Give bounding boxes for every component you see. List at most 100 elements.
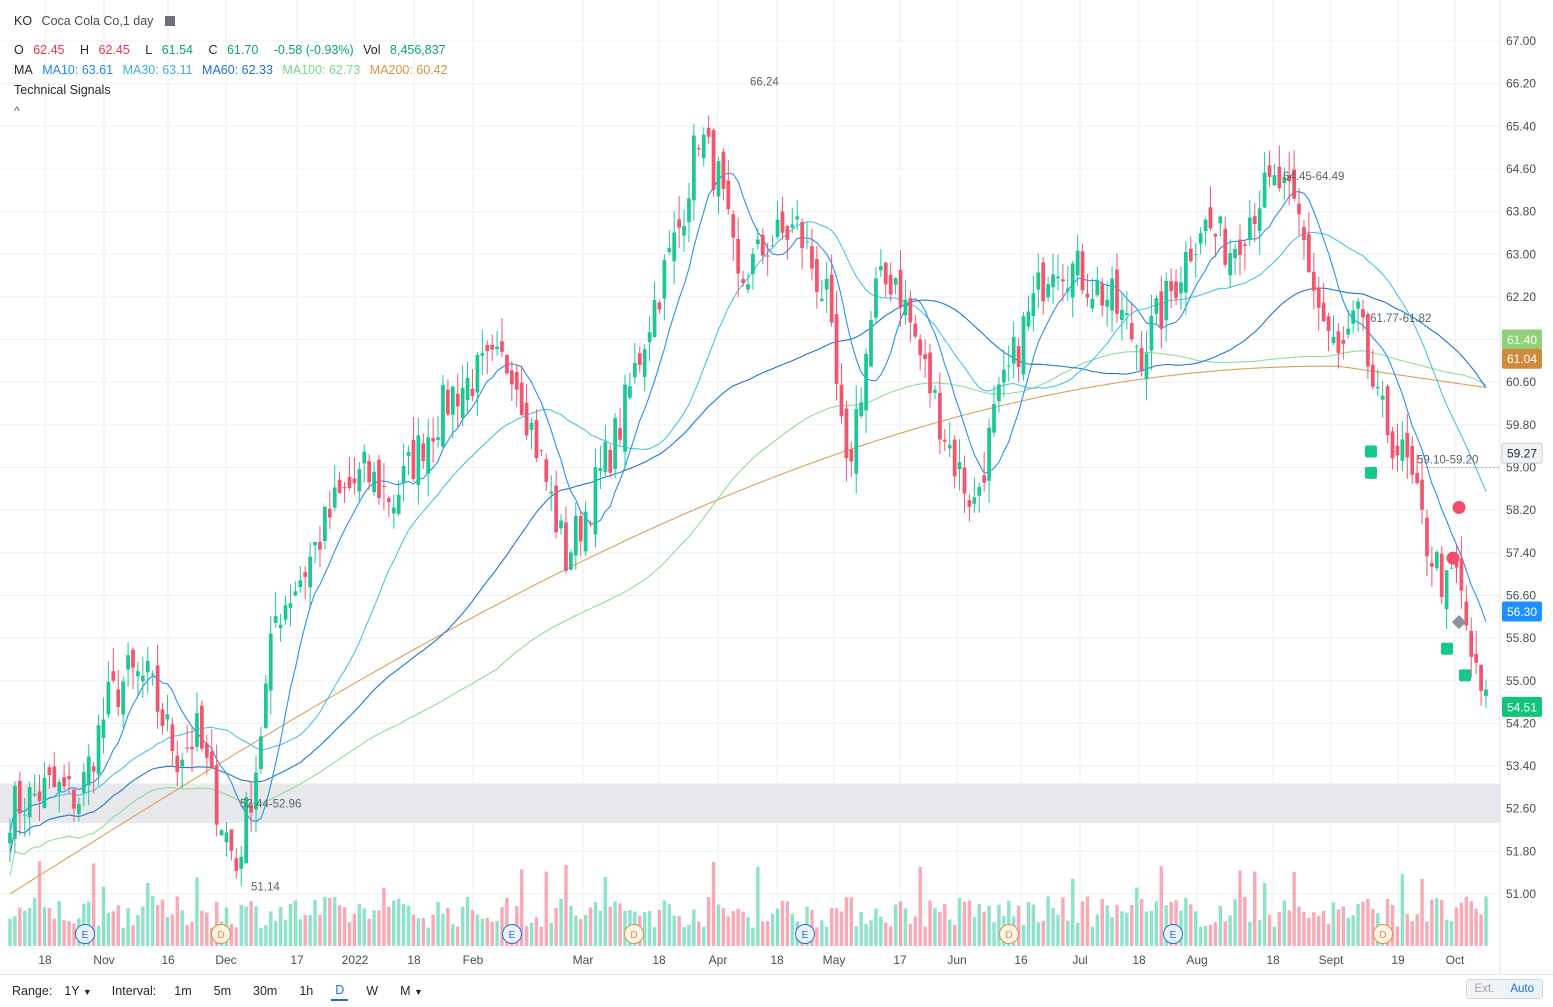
candle-body (790, 224, 795, 228)
candle-body (1420, 479, 1424, 510)
range-value[interactable]: 1Y (64, 984, 80, 998)
candle-body (893, 278, 898, 285)
candle-body (1262, 172, 1267, 208)
y-tick-label: 56.60 (1506, 588, 1536, 602)
volume-bar (1193, 911, 1198, 946)
technical-signals-label[interactable]: Technical Signals (14, 83, 111, 97)
interval-d[interactable]: D (331, 981, 349, 1001)
candle-body (780, 211, 785, 233)
x-tick-label: Apr (709, 953, 728, 967)
volume-bar (947, 919, 952, 946)
candle-body (391, 507, 396, 514)
volume-bar (1243, 896, 1247, 946)
candle-body (1238, 239, 1242, 255)
volume-bar (1233, 899, 1237, 946)
candle-body (918, 339, 923, 356)
volume-bar (1479, 914, 1483, 946)
earnings-event-icon (1163, 924, 1183, 944)
menu-icon[interactable] (165, 16, 176, 26)
volume-bar (185, 924, 189, 946)
volume-bar (259, 927, 263, 946)
volume-bar (608, 906, 612, 946)
ma10-line (9, 172, 1487, 833)
candle-body (1307, 233, 1311, 273)
candle-body (1075, 250, 1080, 276)
candle-body (57, 782, 62, 792)
candle-body (1474, 653, 1479, 663)
volume-bar (278, 907, 283, 946)
candle-body (696, 147, 701, 150)
interval-1h[interactable]: 1h (299, 984, 314, 998)
candle-body (352, 478, 357, 484)
candle-body (706, 127, 711, 137)
candle-body (96, 725, 101, 775)
candle-body (1366, 313, 1370, 367)
volume-bar (1189, 904, 1193, 946)
volume-bar (323, 896, 327, 946)
candle-body (997, 384, 1001, 402)
technical-signals-toggle[interactable]: Technical Signals (14, 83, 117, 97)
volume-bar (824, 926, 829, 946)
candle-body (485, 344, 490, 352)
candle-body (200, 705, 204, 749)
volume-bar (741, 911, 745, 946)
volume-bar (8, 918, 12, 946)
interval-w[interactable]: W (366, 984, 379, 998)
candle-body (652, 300, 657, 338)
ma200-line (9, 365, 1487, 895)
candle-body (47, 767, 52, 776)
interval-30m[interactable]: 30m (253, 984, 278, 998)
auto-button[interactable]: Auto (1502, 980, 1542, 998)
candle-body (342, 486, 347, 488)
volume-bar (13, 916, 17, 946)
volume-bar (726, 916, 731, 946)
interval-m-select[interactable]: M ▼ (396, 982, 427, 1000)
high-value: 62.45 (98, 43, 130, 57)
volume-bar (150, 896, 155, 946)
candle-body (849, 449, 854, 462)
x-tick-label: Feb (463, 953, 484, 967)
volume-bar (131, 925, 135, 946)
candle-body (42, 777, 47, 809)
ext-auto-toggle[interactable]: Ext. Auto (1465, 979, 1543, 999)
volume-bar (392, 900, 396, 946)
candle-body (131, 649, 135, 668)
candle-body (632, 362, 637, 378)
candle-body (323, 506, 327, 541)
price-tag-label: 61.40 (1507, 333, 1537, 347)
ext-button[interactable]: Ext. (1466, 980, 1503, 998)
price-chart[interactable]: 66.24 64.45-64.49 61.77-61.82 59.10-59.20 52… (0, 0, 1553, 974)
volume-bar (962, 901, 967, 946)
volume-bar (697, 921, 701, 946)
candle-body (411, 439, 416, 480)
volume-bar (854, 926, 858, 946)
volume-bar (667, 904, 672, 946)
interval-1m[interactable]: 1m (174, 984, 192, 998)
candle-body (1287, 175, 1292, 182)
volume-bar (318, 914, 322, 946)
volume-bar (431, 914, 435, 946)
candle-body (682, 226, 686, 236)
candle-body (421, 443, 426, 462)
x-tick-label: Nov (93, 953, 114, 967)
annotation-label: 59.10-59.20 (1417, 455, 1478, 467)
volume-bar (1095, 914, 1100, 946)
volume-bar (470, 910, 475, 946)
range-select[interactable]: 1Y ▼ (60, 982, 95, 1000)
candle-body (1375, 386, 1380, 389)
candle-body (598, 468, 603, 472)
volume-bar (844, 897, 849, 946)
candle-body (495, 346, 499, 350)
collapse-caret-icon[interactable]: ^ (14, 104, 20, 118)
candle-body (165, 714, 170, 720)
interval-5m[interactable]: 5m (213, 984, 232, 998)
volume-bar (598, 910, 603, 946)
volume-bar (716, 904, 721, 946)
candle-body (465, 377, 470, 400)
volume-bar (869, 920, 873, 946)
candle-body (195, 713, 199, 747)
volume-bar (18, 907, 22, 946)
interval-m[interactable]: M (400, 984, 411, 998)
volume-bar (1430, 899, 1434, 946)
